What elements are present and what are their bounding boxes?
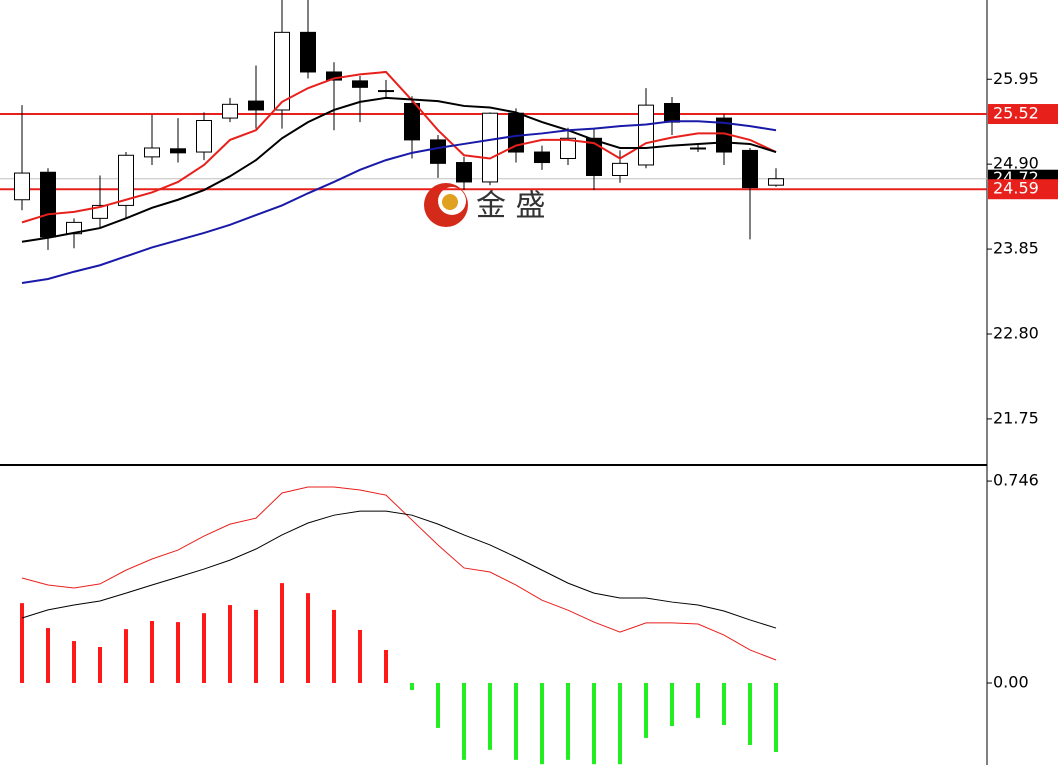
candle-body	[404, 103, 420, 141]
histogram-bar	[618, 682, 622, 765]
histogram-bar	[176, 622, 180, 683]
candle-body	[638, 104, 654, 166]
candle-body	[196, 119, 212, 153]
histogram-bar	[384, 649, 388, 683]
candle-body	[430, 139, 446, 164]
histogram-bar	[280, 583, 284, 683]
histogram-bar	[46, 628, 50, 683]
watermark-logo	[424, 183, 468, 227]
candle-body	[144, 147, 160, 158]
candle-body	[14, 172, 30, 201]
histogram-bar	[150, 621, 154, 683]
histogram-bar	[462, 682, 466, 760]
histogram-bar	[20, 603, 24, 683]
level-box	[988, 179, 1058, 200]
level-label: 25.52	[993, 104, 1039, 123]
histogram-bar	[748, 682, 752, 745]
histogram-bar	[566, 682, 570, 760]
histogram-bar	[592, 682, 596, 765]
histogram-bar	[332, 609, 336, 683]
histogram-bar	[696, 682, 700, 718]
candle-body	[612, 162, 628, 176]
candle-body	[378, 90, 394, 93]
histogram-bar	[124, 629, 128, 683]
candle-body	[170, 148, 186, 154]
y-tick-label: 22.80	[993, 323, 1039, 342]
histogram-bar	[306, 593, 310, 683]
candle-body	[664, 103, 680, 123]
candle-body	[534, 151, 550, 164]
histogram-bar	[670, 682, 674, 727]
candle-body	[118, 154, 134, 206]
y-tick-label: 21.75	[993, 408, 1039, 427]
indicator-line	[21, 70, 777, 224]
histogram-bar	[254, 609, 258, 683]
candle-body	[586, 137, 602, 176]
candle-body	[300, 31, 316, 73]
histogram-bar	[202, 613, 206, 683]
candle-body	[248, 100, 264, 111]
candle-body	[40, 171, 56, 238]
candle-body	[560, 137, 576, 160]
candle-body	[274, 31, 290, 111]
candle-body	[482, 112, 498, 183]
candle-body	[352, 80, 368, 88]
indicator-line	[21, 96, 777, 243]
candle-body	[690, 147, 706, 150]
y-tick-label: 24.90	[993, 154, 1039, 173]
indicator-line	[21, 486, 777, 661]
histogram-bar	[410, 682, 414, 691]
candle-body	[742, 149, 758, 189]
y-tick-label: 23.85	[993, 239, 1039, 258]
indicator-line	[21, 510, 777, 629]
histogram-bar	[514, 682, 518, 760]
histogram-bar	[228, 605, 232, 683]
histogram-bar	[358, 629, 362, 683]
candle-body	[456, 162, 472, 183]
histogram-bar	[722, 682, 726, 725]
indicator-line	[21, 120, 777, 285]
watermark-text: 金 盛	[476, 189, 546, 224]
histogram-bar	[488, 682, 492, 750]
histogram-bar	[774, 682, 778, 753]
level-label: 24.59	[993, 179, 1039, 198]
y-tick-label: 0.00	[993, 672, 1029, 691]
histogram-bar	[98, 646, 102, 683]
candle-body	[222, 103, 238, 119]
candle-body	[768, 178, 784, 186]
histogram-bar	[540, 682, 544, 765]
y-tick-label: 25.95	[993, 69, 1039, 88]
level-box	[988, 104, 1058, 125]
histogram-bar	[644, 682, 648, 738]
histogram-bar	[72, 641, 76, 683]
histogram-bar	[436, 682, 440, 728]
y-tick-label: 0.746	[993, 471, 1039, 490]
candle-body	[326, 71, 342, 81]
